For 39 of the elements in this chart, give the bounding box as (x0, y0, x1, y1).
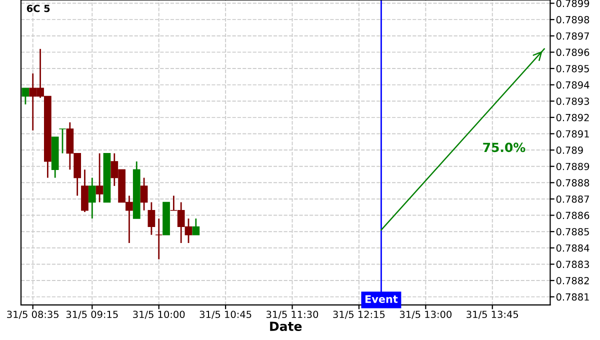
x-tick-label: 31/5 11:30 (266, 310, 318, 319)
chart-title: 6C 5 (26, 4, 50, 12)
y-tick-label: 0.7888 (556, 179, 590, 186)
x-tick-label: 31/5 13:45 (466, 310, 518, 319)
x-tick-label: 31/5 09:15 (66, 310, 118, 319)
ref-line-label: Event (365, 295, 398, 303)
candlestick (22, 87, 30, 106)
x-tick-label: 31/5 12:15 (333, 310, 385, 319)
y-tick-label: 0.7883 (556, 260, 589, 268)
y-tick-label: 0.7891 (556, 130, 589, 138)
candlestick (155, 218, 163, 260)
y-tick-label: 0.7885 (556, 228, 589, 236)
y-tick-label: 0.7882 (556, 276, 589, 284)
candlestick (140, 177, 148, 212)
candlestick (148, 202, 156, 236)
candlestick (88, 177, 96, 220)
x-tick-label: 31/5 10:00 (133, 310, 185, 319)
y-tick-label: 0.7886 (556, 212, 590, 220)
y-tick-label: 0.789 (556, 146, 583, 154)
y-tick-label: 0.7899 (556, 0, 590, 8)
y-tick-label: 0.7881 (556, 293, 589, 301)
candlestick (192, 218, 200, 236)
x-axis-title: Date (270, 322, 302, 332)
y-tick-label: 0.7892 (556, 114, 589, 122)
x-tick-label: 31/5 08:35 (7, 310, 58, 319)
y-tick-label: 0.7895 (556, 64, 589, 72)
x-tick-label: 31/5 10:45 (200, 310, 252, 319)
candlestick (96, 152, 104, 203)
y-tick-label: 0.7896 (556, 48, 590, 56)
y-tick-label: 0.7884 (556, 244, 590, 252)
x-tick-label: 31/5 13:00 (400, 310, 452, 319)
annotation: 75.0% (483, 142, 526, 152)
y-tick-label: 0.7893 (556, 98, 589, 105)
y-tick-label: 0.7897 (556, 32, 589, 40)
y-tick-label: 0.7898 (556, 16, 590, 24)
y-tick-label: 0.7894 (556, 81, 590, 89)
y-tick-label: 0.7889 (556, 162, 590, 170)
y-tick-label: 0.7887 (556, 195, 589, 203)
candlestick (58, 128, 66, 154)
